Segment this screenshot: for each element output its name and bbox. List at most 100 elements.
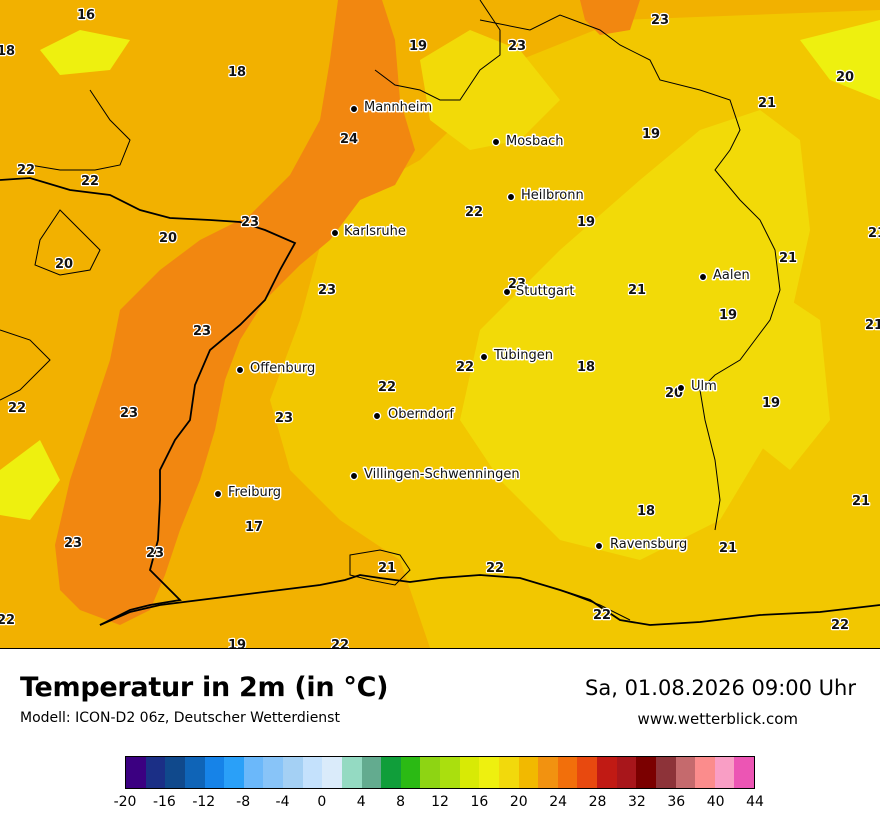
legend-tick-label: 28 [588,794,607,810]
city-dot [506,192,516,202]
legend-tick-label: -16 [152,794,176,810]
legend-swatch [263,757,283,788]
temp-label: 21 [865,318,880,333]
city-label: Tübingen [493,348,553,363]
zone-22-24-northeast [580,0,640,35]
city-dot [372,411,382,421]
legend-swatch [341,757,362,788]
city-label: Offenburg [250,361,315,376]
legend-swatch [459,757,480,788]
temp-label: 23 [508,39,526,54]
zone-17-18-north [420,30,560,150]
city-villingen-schwenningen: Villingen-Schwenningen [349,466,521,484]
model-source: Modell: ICON-D2 06z, Deutscher Wetterdie… [20,710,340,726]
swiss-border [99,574,880,626]
cities: Mannheim Mosbach Heilbronn Karlsruhe Stu… [213,99,751,554]
legend-swatch [400,757,421,788]
temperature-map: 16 23 18 18 19 23 20 21 24 19 22 22 22 1… [0,0,880,649]
city-heilbronn: Heilbronn [506,187,585,205]
temperature-labels: 16 23 18 18 19 23 20 21 24 19 22 22 22 1… [0,7,880,648]
city-label: Mosbach [506,134,564,149]
legend-tick-label: -4 [275,794,290,810]
legend-swatch [420,757,440,788]
legend-swatch [165,757,185,788]
map-canvas: 16 23 18 18 19 23 20 21 24 19 22 22 22 1… [0,0,880,648]
legend-tick-label: 12 [431,794,449,810]
temp-label: 21 [868,226,880,241]
temp-label: 20 [159,231,177,246]
city-label: Ulm [691,379,717,394]
temp-label: 20 [836,70,854,85]
legend-swatch [734,757,754,788]
city-label: Aalen [713,268,750,283]
legend-swatch [381,757,401,788]
legend-tick-label: -8 [236,794,251,810]
temp-label: 21 [628,283,646,298]
temp-label: 20 [55,257,73,272]
legend-swatch [675,757,696,788]
legend-tick-label: 0 [317,794,327,810]
temp-label: 19 [642,127,660,142]
legend-tick-label: 24 [549,794,568,810]
state-borders [0,0,781,621]
temp-label: 23 [318,283,336,298]
legend-swatch [714,757,735,788]
temp-label: 18 [0,44,15,59]
legend-tick-label: 20 [509,794,528,810]
legend-tick-label: -20 [113,794,137,810]
legend-tick-label: 16 [470,794,489,810]
forecast-datetime: Sa, 01.08.2026 09:00 Uhr [585,676,856,700]
legend-tick-label: 44 [746,794,764,810]
legend-swatch [577,757,597,788]
temp-label: 21 [758,96,776,111]
city-dot [502,287,512,297]
zone-16-17-west [0,440,60,520]
zone-16-17-northeast [800,20,880,100]
legend-tick-label: 8 [396,794,406,810]
legend-swatch [655,757,676,788]
color-legend [125,756,755,789]
city-ravensburg: Ravensburg [594,536,689,554]
temp-label: 22 [81,174,99,189]
legend-swatch [557,757,578,788]
city-offenburg: Offenburg [235,360,317,378]
city-ulm: Ulm [676,378,718,396]
city-label: Villingen-Schwenningen [364,467,520,482]
temp-label: 22 [0,613,15,628]
map-title: Temperatur in 2m (in °C) [20,672,389,703]
temp-label: 22 [593,608,611,623]
legend-tick-label: 32 [627,794,646,810]
city-label: Stuttgart [516,284,574,299]
temp-label: 23 [508,277,526,292]
temp-label: 22 [17,163,35,178]
legend-swatch [479,757,499,788]
temp-label: 22 [456,360,474,375]
temp-label: 21 [779,251,797,266]
city-aalen: Aalen [698,267,751,285]
zone-17-18 [460,110,810,560]
france-germany-border [0,177,297,626]
city-tuebingen: Tübingen [479,347,555,365]
temp-label: 22 [465,205,483,220]
legend-tick-label: 4 [356,794,366,810]
temp-label: 19 [719,308,737,323]
legend-tick-label: -12 [192,794,216,810]
temp-label: 18 [228,65,246,80]
website-link[interactable]: www.wetterblick.com [637,710,798,728]
temp-label: 23 [193,324,211,339]
temp-label: 22 [8,401,26,416]
city-label: Mannheim [364,100,432,115]
legend-swatch [302,757,323,788]
city-dot [491,137,501,147]
legend-swatch [224,757,244,788]
temp-label: 17 [245,520,263,535]
legend-swatch [518,757,539,788]
temp-label: 22 [486,561,504,576]
temp-label: 23 [146,546,164,561]
legend-swatch [204,757,225,788]
city-label: Freiburg [228,485,281,500]
city-dot [235,365,245,375]
legend-swatch [538,757,558,788]
city-dot [594,541,604,551]
legend-swatch [498,757,519,788]
